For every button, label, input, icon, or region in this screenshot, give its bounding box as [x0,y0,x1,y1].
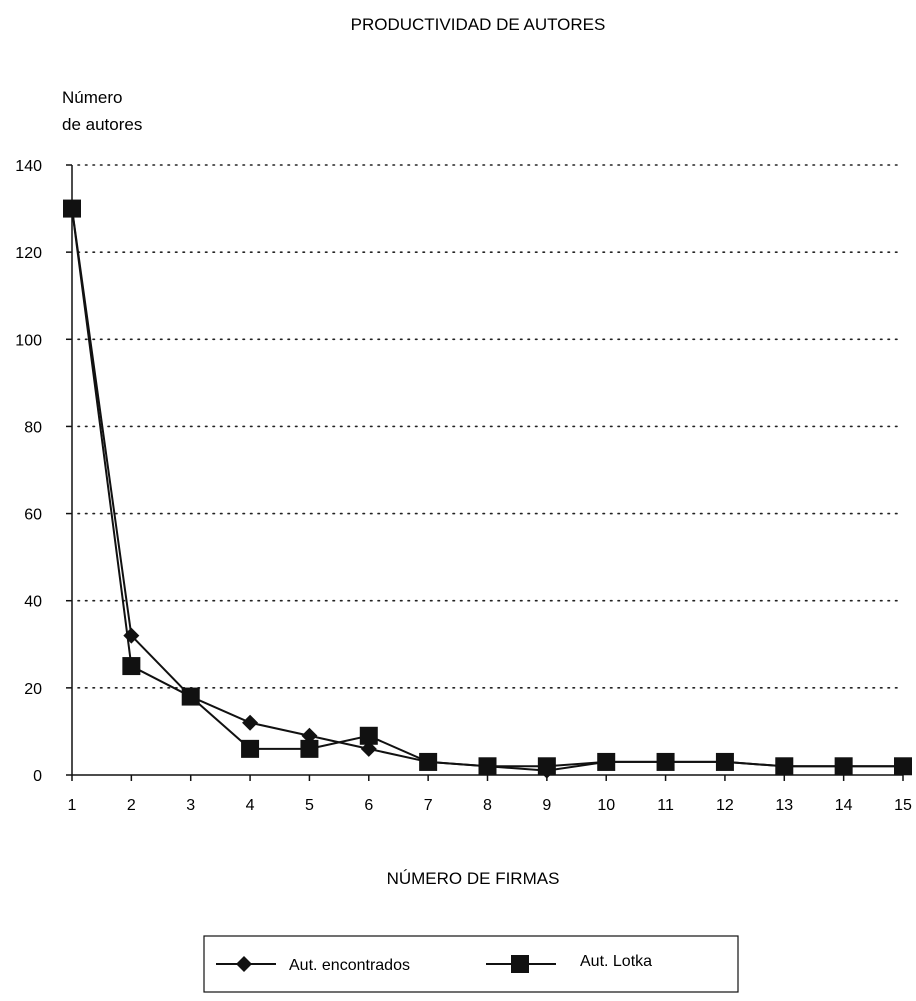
y-axis-label-line-2: de autores [62,115,142,134]
x-tick-label-1: 1 [68,797,77,814]
data-point-1-7 [419,752,438,771]
y-tick-label-100: 100 [15,332,42,349]
data-point-1-9 [537,757,556,776]
x-axis-label: NÚMERO DE FIRMAS [387,869,560,888]
data-point-0-5 [301,727,318,744]
series-line-0 [71,208,903,772]
data-point-0-4 [242,714,259,731]
legend: Aut. encontrados Aut. Lotka [203,935,739,993]
data-point-1-12 [715,752,734,771]
chart-title: PRODUCTIVIDAD DE AUTORES [351,15,606,34]
legend-label-1: Aut. Lotka [580,953,652,970]
x-tick-label-13: 13 [775,797,793,814]
data-point-0-6 [360,740,377,757]
x-ticks: 1 2 3 4 5 6 7 8 9 10 11 12 13 14 15 [68,775,912,814]
legend-marker-0 [236,956,252,972]
y-tick-label-20: 20 [24,681,42,698]
data-point-1-2 [122,657,141,676]
y-tick-label-60: 60 [24,507,42,524]
data-point-1-8 [478,757,497,776]
y-tick-label-40: 40 [24,594,42,611]
x-tick-label-11: 11 [657,797,674,814]
data-point-1-15 [894,757,912,776]
legend-label-0: Aut. encontrados [289,957,410,974]
data-point-0-2 [123,627,140,644]
series-line-1 [71,208,903,768]
x-tick-label-6: 6 [364,797,373,814]
x-tick-label-3: 3 [186,797,195,814]
data-point-1-11 [656,752,675,771]
legend-box [203,935,739,993]
y-ticks: 0 20 40 60 80 100 120 140 [15,158,72,785]
x-tick-label-5: 5 [305,797,314,814]
legend-items: Aut. encontrados Aut. Lotka [216,953,652,974]
x-tick-label-15: 15 [894,797,912,814]
y-tick-label-0: 0 [33,768,42,785]
legend-marker-1 [511,955,529,973]
data-point-1-13 [775,757,794,776]
x-tick-label-12: 12 [716,797,734,814]
y-axis-label-line-1: Número [62,88,122,107]
x-tick-label-14: 14 [835,797,853,814]
data-point-1-6 [359,726,378,745]
data-point-1-4 [241,739,260,758]
x-tick-label-8: 8 [483,797,492,814]
x-tick-label-4: 4 [246,797,255,814]
x-tick-label-7: 7 [424,797,433,814]
x-tick-label-2: 2 [127,797,136,814]
series-lotka [63,199,912,776]
x-tick-label-9: 9 [542,797,551,814]
data-point-1-10 [597,752,616,771]
data-point-1-5 [300,739,319,758]
data-point-1-14 [834,757,853,776]
y-tick-label-80: 80 [24,419,42,436]
x-tick-label-10: 10 [597,797,615,814]
y-tick-label-140: 140 [15,158,42,175]
data-point-1-3 [181,687,200,706]
series-group [63,199,912,779]
axes [71,165,903,776]
data-point-1-1 [63,199,81,218]
grid-lines [77,164,904,689]
y-tick-label-120: 120 [15,245,42,262]
